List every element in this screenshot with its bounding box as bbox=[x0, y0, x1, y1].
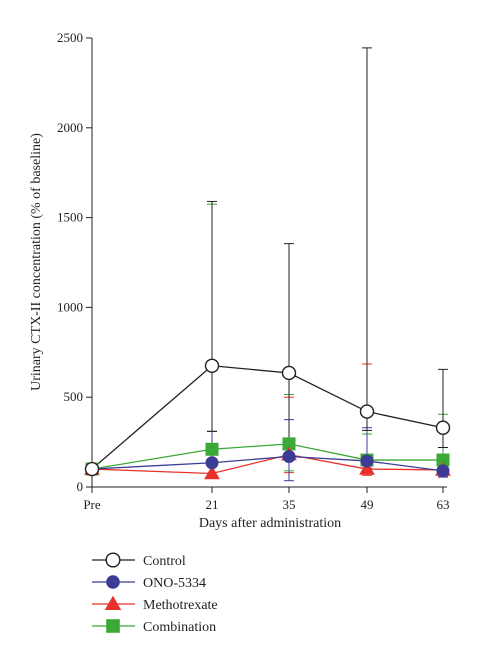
control-point bbox=[281, 365, 297, 381]
legend-swatch-marker bbox=[106, 575, 120, 589]
x-tick-label: 49 bbox=[361, 497, 374, 512]
control-point bbox=[204, 358, 220, 373]
series-lines bbox=[91, 365, 444, 475]
x-tick-label: 21 bbox=[206, 497, 219, 512]
y-tick-label: 1000 bbox=[57, 299, 83, 314]
y-axis-ticks: 0 500 1000 1500 2000 2500 bbox=[57, 30, 92, 494]
ono-5334-point bbox=[282, 449, 296, 463]
ono-5334-point bbox=[360, 454, 374, 468]
y-tick-label: 0 bbox=[77, 479, 84, 494]
legend-label: Control bbox=[143, 554, 186, 569]
methotrexate-point bbox=[204, 465, 220, 480]
x-axis-ticks: Pre 21 35 49 63 bbox=[83, 487, 450, 512]
legend-swatch-marker bbox=[106, 619, 120, 633]
y-tick-label: 1500 bbox=[57, 210, 83, 225]
legend-item-ono-5334: ONO-5334 bbox=[92, 575, 206, 591]
legend: Control ONO-5334 Methotrexate Combination bbox=[92, 552, 218, 635]
legend-item-control: Control bbox=[92, 552, 186, 569]
legend-item-combination: Combination bbox=[92, 619, 216, 635]
control-point bbox=[84, 461, 100, 477]
control-point bbox=[435, 420, 451, 435]
x-tick-label: Pre bbox=[83, 497, 101, 512]
y-tick-label: 2000 bbox=[57, 120, 83, 135]
series-markers bbox=[84, 358, 451, 480]
combination-point bbox=[205, 442, 219, 456]
y-axis-label: Urinary CTX-II concentration (% of basel… bbox=[29, 133, 44, 391]
error-bars bbox=[207, 47, 448, 482]
y-tick-label: 500 bbox=[64, 389, 84, 404]
methotrexate-point bbox=[359, 461, 375, 475]
legend-swatch-marker bbox=[104, 595, 122, 611]
x-tick-label: 63 bbox=[437, 497, 450, 512]
combination-series-line bbox=[91, 443, 443, 470]
legend-label: Combination bbox=[143, 620, 216, 635]
legend-item-methotrexate: Methotrexate bbox=[92, 595, 218, 613]
x-axis-label: Days after administration bbox=[199, 516, 341, 531]
ono-5334-point bbox=[205, 456, 219, 470]
legend-swatch-marker bbox=[105, 552, 121, 568]
control-point bbox=[359, 404, 375, 419]
legend-label: Methotrexate bbox=[143, 598, 218, 613]
legend-label: ONO-5334 bbox=[143, 576, 206, 591]
control-series-line bbox=[91, 365, 444, 470]
ono-5334-point bbox=[436, 464, 450, 478]
x-tick-label: 35 bbox=[283, 497, 296, 512]
y-tick-label: 2500 bbox=[57, 30, 83, 45]
